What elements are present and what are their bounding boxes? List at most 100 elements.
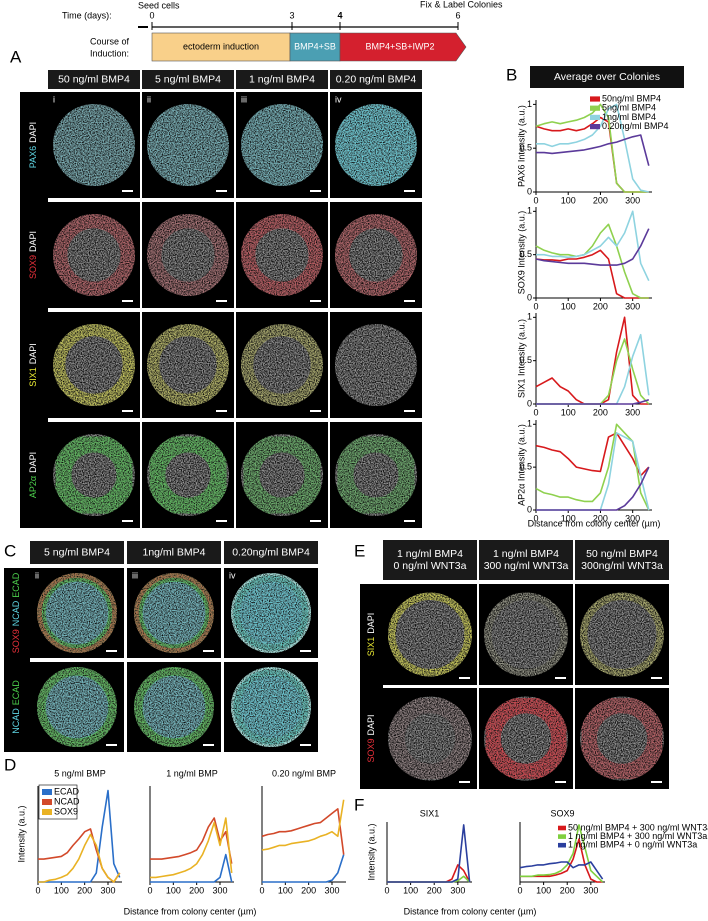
chart-title: Average over Colonies bbox=[554, 71, 660, 83]
chart-title: 5 ng/ml BMP bbox=[54, 768, 106, 778]
y-tick-label: 0 bbox=[527, 398, 532, 408]
chart-title: SOX9 bbox=[550, 808, 574, 818]
day-label: 0 bbox=[149, 10, 154, 20]
y-axis-label: PAX6 Intensity (a.u.) bbox=[516, 105, 526, 187]
column-header bbox=[479, 540, 573, 580]
stain bbox=[37, 667, 117, 748]
legend-label: ECAD bbox=[54, 786, 80, 796]
legend-swatch bbox=[590, 124, 600, 130]
image-numeral: ii bbox=[35, 570, 39, 580]
image-numeral: iii bbox=[241, 94, 247, 104]
phase-bar bbox=[339, 32, 467, 62]
x-tick-label: 200 bbox=[593, 195, 608, 205]
phase-label: BMP4+SB+IWP2 bbox=[365, 41, 434, 51]
legend-swatch bbox=[42, 789, 52, 795]
row-label: SOX9 NCAD ECAD bbox=[11, 572, 21, 653]
series-line bbox=[536, 210, 650, 282]
column-header bbox=[142, 70, 234, 89]
series-line bbox=[38, 789, 121, 883]
course-label: Induction: bbox=[90, 48, 129, 58]
y-tick-label: 0 bbox=[527, 186, 532, 196]
stain bbox=[230, 573, 311, 654]
x-tick-label: 0 bbox=[533, 301, 538, 311]
panel-letter: F bbox=[354, 795, 364, 814]
y-tick-label: 0.5 bbox=[519, 355, 532, 365]
stain bbox=[241, 214, 324, 297]
row-label: SOX9 DAPI bbox=[366, 714, 376, 762]
x-tick-label: 0 bbox=[533, 513, 538, 523]
legend-label: 1ng/ml BMP4 bbox=[602, 112, 656, 122]
timeline: Seed cells Time (days): Fix & Label Colo… bbox=[62, 0, 503, 62]
time-label: Time (days): bbox=[62, 10, 112, 20]
legend-label: SOX9 bbox=[54, 806, 78, 816]
stain bbox=[142, 675, 206, 739]
y-tick-label: 1 bbox=[527, 206, 532, 216]
course-label: Course of bbox=[90, 36, 130, 46]
x-tick-label: 100 bbox=[561, 301, 576, 311]
row-label-part: SOX9 bbox=[366, 739, 376, 763]
x-tick-label: 100 bbox=[536, 885, 551, 895]
column-header-text: 50 ng/ml BMP4 bbox=[58, 73, 130, 85]
column-header-text: 0.20ng/ml BMP4 bbox=[232, 546, 310, 558]
series-line bbox=[38, 828, 121, 883]
row-label-part: ECAD bbox=[11, 680, 21, 706]
x-tick-label: 0 bbox=[35, 885, 40, 895]
y-tick-label: 1 bbox=[527, 312, 532, 322]
row-label: AP2α DAPI bbox=[28, 452, 38, 498]
stain bbox=[241, 104, 323, 186]
legend-label: 50 ng/ml BMP4 + 300 ng/ml WNT3a bbox=[568, 822, 708, 832]
x-tick-label: 200 bbox=[77, 885, 92, 895]
row-label-part: PAX6 bbox=[28, 146, 38, 168]
stain bbox=[580, 592, 665, 677]
x-tick-label: 300 bbox=[625, 407, 640, 417]
stain bbox=[335, 434, 418, 517]
y-axis-label: SOX9 Intensity (a.u.) bbox=[516, 211, 526, 295]
legend-swatch bbox=[590, 96, 600, 102]
column-header bbox=[236, 70, 328, 89]
colony bbox=[580, 592, 664, 677]
y-axis-label: Intensity (a.u.) bbox=[366, 823, 376, 880]
row-label-part: DAPI bbox=[366, 714, 376, 735]
image-numeral: iv bbox=[229, 570, 236, 580]
stain bbox=[133, 573, 214, 654]
column-header-text: 1ng/ml BMP4 bbox=[142, 546, 205, 558]
row-label-part: SIX1 bbox=[28, 367, 38, 387]
stain bbox=[45, 581, 109, 645]
stain bbox=[335, 104, 417, 186]
legend-swatch bbox=[42, 809, 52, 815]
column-header-text: 0.20 ng/ml BMP4 bbox=[336, 73, 417, 85]
x-tick-label: 300 bbox=[625, 513, 640, 523]
chart-title: 1 ng/ml BMP bbox=[166, 768, 218, 778]
row-label-part: DAPI bbox=[28, 122, 38, 143]
y-tick-label: 0.5 bbox=[519, 249, 532, 259]
row-label-part: SOX9 bbox=[11, 629, 21, 653]
column-header bbox=[127, 541, 221, 564]
stain bbox=[52, 434, 135, 517]
series-line bbox=[536, 398, 650, 405]
column-header-text: 5 ng/ml BMP4 bbox=[44, 546, 110, 558]
x-tick-label: 200 bbox=[427, 885, 442, 895]
colony bbox=[484, 592, 568, 677]
series-line bbox=[150, 817, 233, 864]
x-tick-label: 300 bbox=[212, 885, 227, 895]
row-label-part: DAPI bbox=[366, 613, 376, 634]
stain bbox=[231, 573, 311, 653]
x-tick-label: 0 bbox=[533, 195, 538, 205]
label-strip bbox=[20, 92, 48, 528]
column-header-text: 1 ng/ml BMP4 bbox=[493, 548, 559, 560]
chart-title: SIX1 bbox=[420, 808, 440, 818]
fix-label: Fix & Label Colonies bbox=[420, 0, 503, 9]
row-label: SIX1 DAPI bbox=[28, 343, 38, 387]
legend-label: 5ng/ml BMP4 bbox=[602, 103, 656, 113]
image-numeral: iii bbox=[132, 570, 138, 580]
series-line bbox=[150, 853, 233, 883]
stain bbox=[147, 434, 230, 517]
x-tick-label: 300 bbox=[625, 301, 640, 311]
column-header-text: 300 ng/ml WNT3a bbox=[484, 560, 569, 572]
series-line bbox=[535, 432, 650, 477]
stain bbox=[230, 573, 311, 654]
series-line bbox=[535, 103, 649, 193]
series-line bbox=[261, 799, 345, 851]
stain bbox=[231, 667, 311, 747]
day-label: 4 bbox=[337, 10, 342, 20]
